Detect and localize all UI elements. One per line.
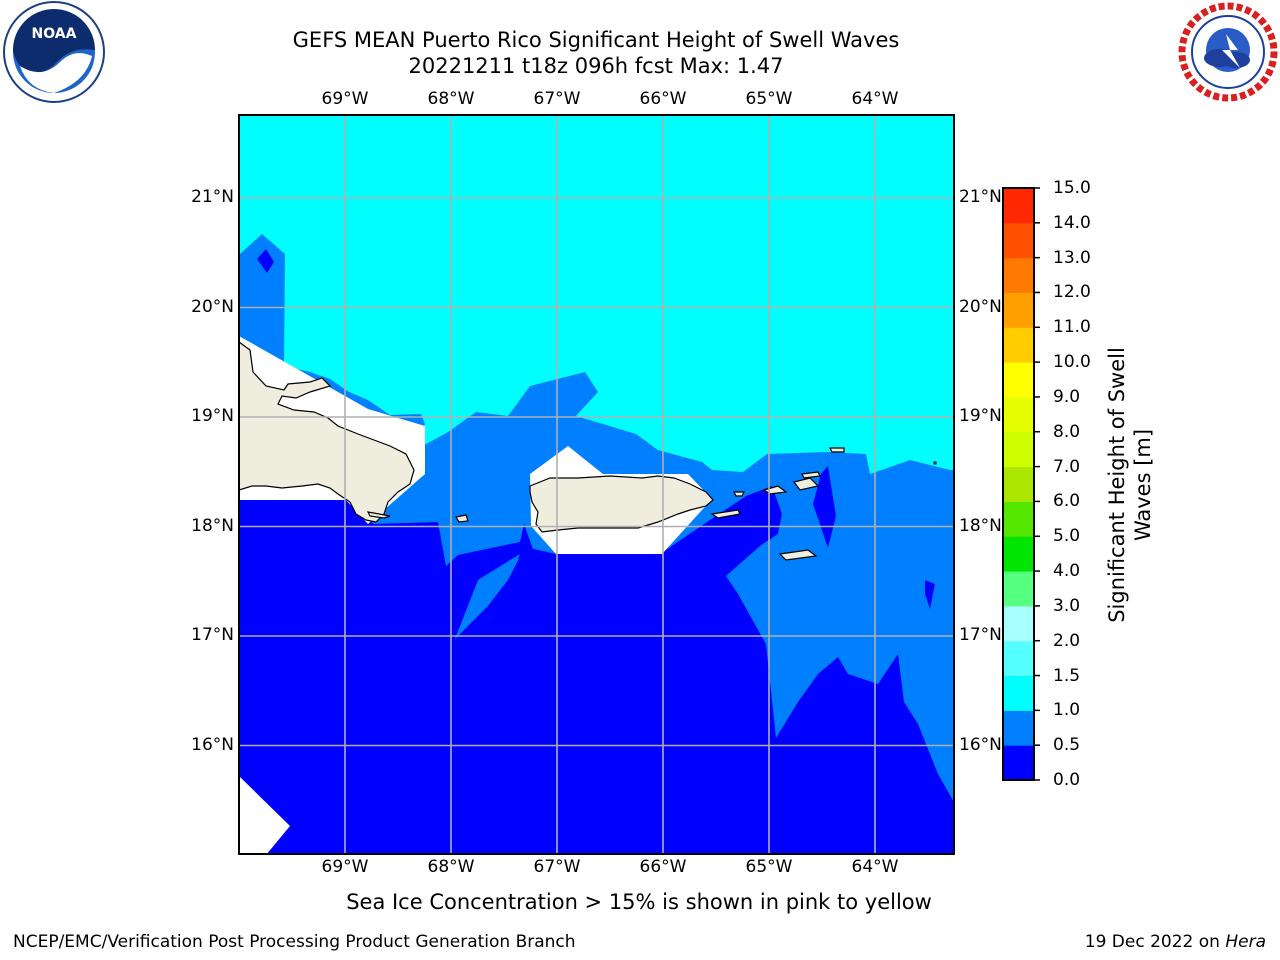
chart-title: GEFS MEAN Puerto Rico Significant Height… [292,28,900,52]
colorbar-frame [1002,187,1035,781]
colorbar-cell [1003,501,1034,537]
colorbar-tick-label: 6.0 [1053,491,1081,512]
graticule [238,114,955,855]
colorbar-tick-label: 4.0 [1053,561,1081,582]
colorbar-tick-label: 2.0 [1053,630,1081,651]
lon-tick-label: 69°W [321,857,369,877]
noaa-logo: NOAA [3,1,105,103]
lat-tick-label: 20°N [191,296,234,317]
colorbar-cell [1003,188,1034,224]
lon-tick-label: 67°W [533,89,581,109]
colorbar-tick-label: 0.0 [1053,770,1081,790]
colorbar-tick-label: 12.0 [1053,282,1091,303]
colorbar-label: Significant Height of Swell Waves [m] [1104,347,1156,623]
footer-date-text: 19 Dec 2022 on [1084,932,1220,952]
colorbar-tick-label: 1.0 [1053,700,1081,721]
colorbar-tick-label: 14.0 [1053,212,1091,233]
no-data-southwest [239,776,290,854]
lat-tick-label: 20°N [959,296,1002,317]
lat-tick-label: 18°N [191,515,234,536]
colorbar-cell [1003,466,1034,502]
colorbar-cell [1003,536,1034,572]
footer-host: Hera [1225,932,1266,952]
colorbar-cell [1003,222,1034,259]
lat-tick-label: 19°N [191,406,234,426]
colorbar-cell [1003,396,1034,433]
lat-tick-label: 21°N [191,187,234,207]
lat-tick-label: 21°N [959,187,1002,207]
land-isla-mona [455,514,469,523]
lon-tick-label: 64°W [851,857,899,877]
lat-tick-label: 16°N [191,734,234,755]
colorbar-cell [1003,745,1034,781]
lon-tick-label: 66°W [639,89,687,109]
land-anguilla [933,461,937,465]
lat-tick-label: 17°N [191,625,234,645]
lon-tick-label: 67°W [533,857,581,877]
lat-tick-label: 18°N [959,515,1002,536]
patch-0.0-0.5 [257,249,274,273]
land-vieques [710,509,741,519]
swell-height-field [239,115,954,854]
colorbar-cell [1003,710,1034,746]
colorbar-cell [1003,362,1034,398]
colorbar-label-line1: Significant Height of Swell [1105,347,1129,623]
colorbar-label-line2: Waves [m] [1131,428,1155,542]
band-0.0-0.5-south [239,486,954,854]
colorbar-cell [1003,571,1034,607]
colorbar-tick-marks [1034,187,1040,781]
land-anegada [829,447,845,453]
footer-producer: NCEP/EMC/Verification Post Processing Pr… [13,932,576,952]
colorbar-cell [1003,257,1034,293]
lat-tick-label: 16°N [959,734,1002,755]
lon-tick-label: 69°W [321,89,369,109]
lon-tick-label: 65°W [745,89,793,109]
colorbar-tick-label: 5.0 [1053,526,1081,547]
nws-logo [1178,2,1278,102]
colorbar-cell [1003,292,1034,328]
colorbar-tick-label: 8.0 [1053,421,1081,442]
colorbar-cell [1003,605,1034,642]
land-tortola [792,477,820,491]
lon-tick-label: 68°W [427,89,475,109]
colorbar-cell [1003,675,1034,711]
lat-tick-label: 17°N [959,625,1002,645]
lon-tick-label: 65°W [745,857,793,877]
lat-tick-label: 19°N [959,406,1002,426]
colorbar-tick-label: 9.0 [1053,386,1081,407]
lon-tick-label: 66°W [639,857,687,877]
colorbar [1002,187,1040,781]
colorbar-tick-label: 15.0 [1053,178,1091,198]
land-virgin-gorda [801,471,821,479]
land-st-croix [778,549,818,561]
land-culebra [733,491,745,497]
land-hispaniola [239,341,415,523]
colorbar-tick-label: 11.0 [1053,317,1091,338]
colorbar-tick-label: 3.0 [1053,595,1081,616]
colorbar-tick-label: 10.0 [1053,352,1091,373]
land-isla-saona [366,511,391,519]
colorbar-cell [1003,431,1034,468]
lon-tick-label: 68°W [427,857,475,877]
colorbar-cell [1003,327,1034,363]
noaa-logo-text: NOAA [32,26,77,42]
colorbar-tick-label: 0.5 [1053,735,1081,756]
patch-0.0-0.5 [925,580,935,609]
land-puerto-rico [529,475,714,533]
lon-tick-label: 64°W [851,89,899,109]
colorbar-tick-label: 1.5 [1053,665,1081,686]
colorbar-tick-label: 13.0 [1053,247,1091,268]
map-frame [238,114,955,855]
sea-ice-note: Sea Ice Concentration > 15% is shown in … [346,890,932,914]
chart-subtitle: 20221211 t18z 096h fcst Max: 1.47 [408,54,784,78]
colorbar-tick-label: 7.0 [1053,456,1081,477]
colorbar-cell [1003,640,1034,677]
map-plot [238,114,955,855]
colorbar-cells [1003,188,1034,781]
patch-0.0-0.5 [813,466,836,548]
footer-date: 19 Dec 2022 on Hera [1085,932,1266,952]
